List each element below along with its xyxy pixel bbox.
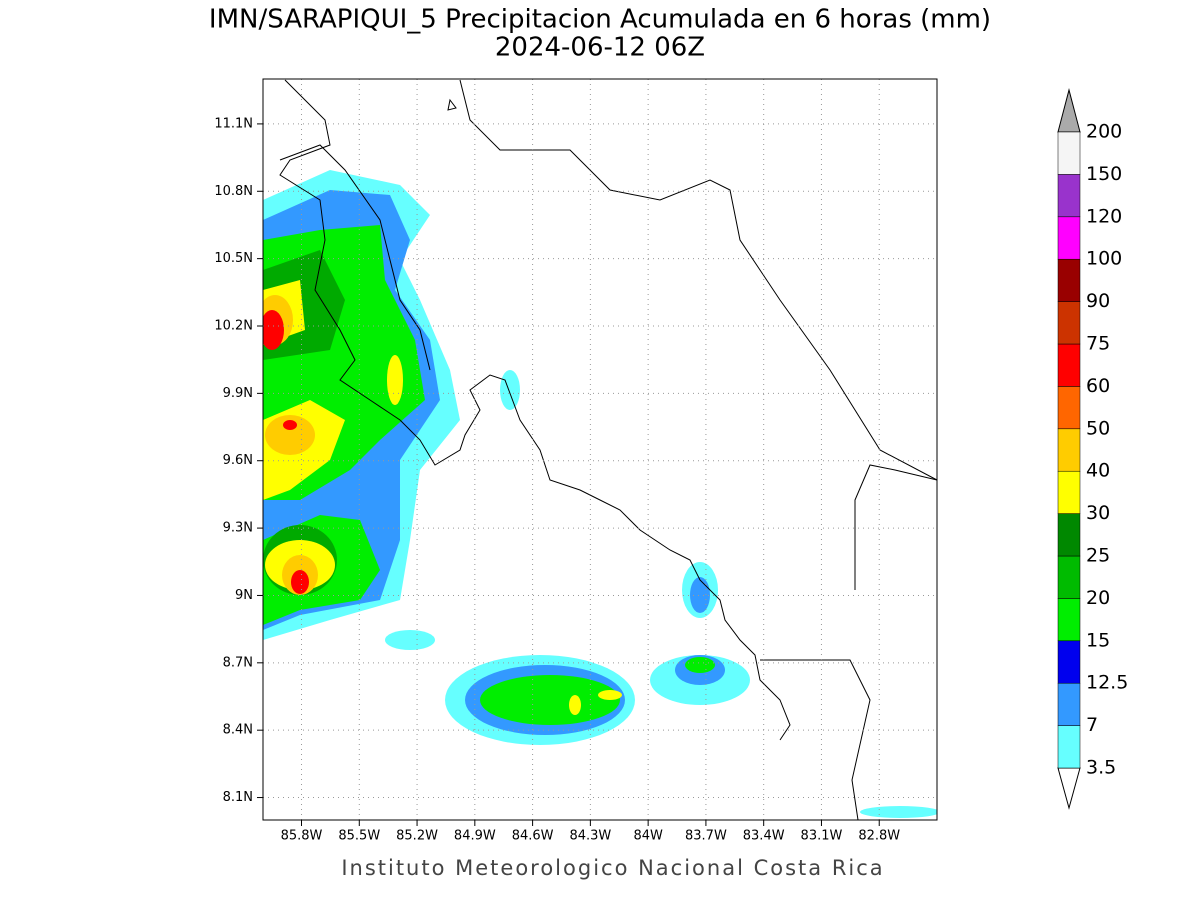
colorbar-segment: [1057, 555, 1081, 599]
y-tick-label: 10.8N: [214, 184, 253, 199]
colorbar-segment: [1057, 386, 1081, 430]
y-tick-label: 8.1N: [223, 790, 253, 805]
x-tick-label: 83.7W: [685, 829, 727, 844]
colorbar-label: 50: [1086, 417, 1110, 439]
colorbar-segment: [1057, 301, 1081, 345]
x-tick-label: 83.1W: [801, 829, 843, 844]
colorbar-label: 15: [1086, 629, 1110, 651]
colorbar-segment: [1057, 640, 1081, 684]
y-tick-label: 9.3N: [223, 521, 253, 536]
colorbar-over: [1057, 88, 1081, 133]
y-tick-label: 8.7N: [223, 655, 253, 670]
colorbar-segment: [1057, 598, 1081, 642]
x-tick-label: 85.5W: [338, 829, 380, 844]
colorbar-segment: [1057, 216, 1081, 260]
colorbar-label: 90: [1086, 290, 1110, 312]
colorbar-segment: [1057, 682, 1081, 726]
colorbar-label: 100: [1086, 248, 1122, 270]
colorbar-segment: [1057, 513, 1081, 557]
x-tick-label: 83.4W: [743, 829, 785, 844]
colorbar-segment: [1057, 725, 1081, 769]
x-tick-label: 84.6W: [512, 829, 554, 844]
y-tick-label: 9.6N: [223, 453, 253, 468]
colorbar-label: 150: [1086, 163, 1122, 185]
colorbar-label: 7: [1086, 714, 1098, 736]
colorbar-label: 200: [1086, 121, 1122, 143]
colorbar-label: 25: [1086, 545, 1110, 567]
x-tick-label: 84.3W: [569, 829, 611, 844]
x-tick-label: 85.2W: [396, 829, 438, 844]
y-tick-label: 9N: [235, 588, 253, 603]
x-tick-label: 82.8W: [858, 829, 900, 844]
y-tick-label: 11.1N: [214, 116, 253, 131]
colorbar-segment: [1057, 343, 1081, 387]
title: IMN/SARAPIQUI_5 Precipitacion Acumulada …: [209, 5, 991, 35]
colorbar-label: 20: [1086, 587, 1110, 609]
y-tick-label: 10.5N: [214, 251, 253, 266]
x-tick-label: 84W: [633, 829, 663, 844]
colorbar-label: 40: [1086, 460, 1110, 482]
colorbar-label: 60: [1086, 375, 1110, 397]
colorbar-label: 30: [1086, 502, 1110, 524]
colorbar-label: 75: [1086, 333, 1110, 355]
colorbar-label: 12.5: [1086, 672, 1128, 694]
footer: Instituto Meteorologico Nacional Costa R…: [341, 856, 884, 880]
rain-orange: [263, 295, 318, 595]
precip-field: [263, 79, 937, 820]
map-frame: [262, 78, 938, 821]
coastline: [279, 79, 937, 820]
colorbar-segment: [1057, 258, 1081, 302]
subtitle: 2024-06-12 06Z: [495, 33, 705, 63]
colorbar-label: 120: [1086, 205, 1122, 227]
colorbar-segment: [1057, 131, 1081, 175]
colorbar-label: 3.5: [1086, 757, 1116, 779]
y-tick-label: 8.4N: [223, 723, 253, 738]
x-tick-label: 84.9W: [454, 829, 496, 844]
x-tick-label: 85.8W: [281, 829, 323, 844]
y-tick-label: 9.9N: [223, 386, 253, 401]
colorbar-under: [1057, 767, 1081, 810]
y-tick-label: 10.2N: [214, 319, 253, 334]
colorbar-segment: [1057, 470, 1081, 514]
rain-red: [263, 310, 309, 594]
colorbar-segment: [1057, 174, 1081, 218]
colorbar-segment: [1057, 428, 1081, 472]
